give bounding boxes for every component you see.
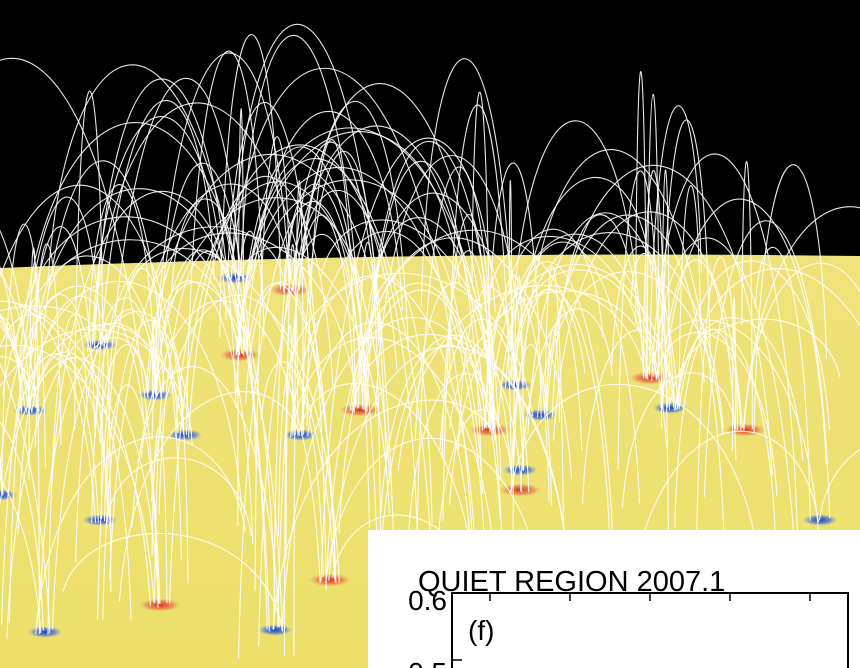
page: {"inset": {"title": "QUIET REGION 2007.1…	[0, 0, 860, 668]
scene: QUIET REGION 2007.1 0.6 0.5 (f)	[0, 0, 860, 668]
red-spot	[308, 573, 352, 587]
y-tick-label: 0.5	[408, 657, 447, 668]
y-tick-label: 0.6	[408, 585, 447, 616]
blue-spot	[167, 429, 203, 441]
inset-panel: QUIET REGION 2007.1 0.6 0.5 (f)	[368, 530, 860, 668]
blue-spot	[257, 624, 293, 636]
panel-label: (f)	[468, 615, 494, 646]
red-spot	[498, 483, 542, 497]
blue-spot	[27, 626, 63, 638]
